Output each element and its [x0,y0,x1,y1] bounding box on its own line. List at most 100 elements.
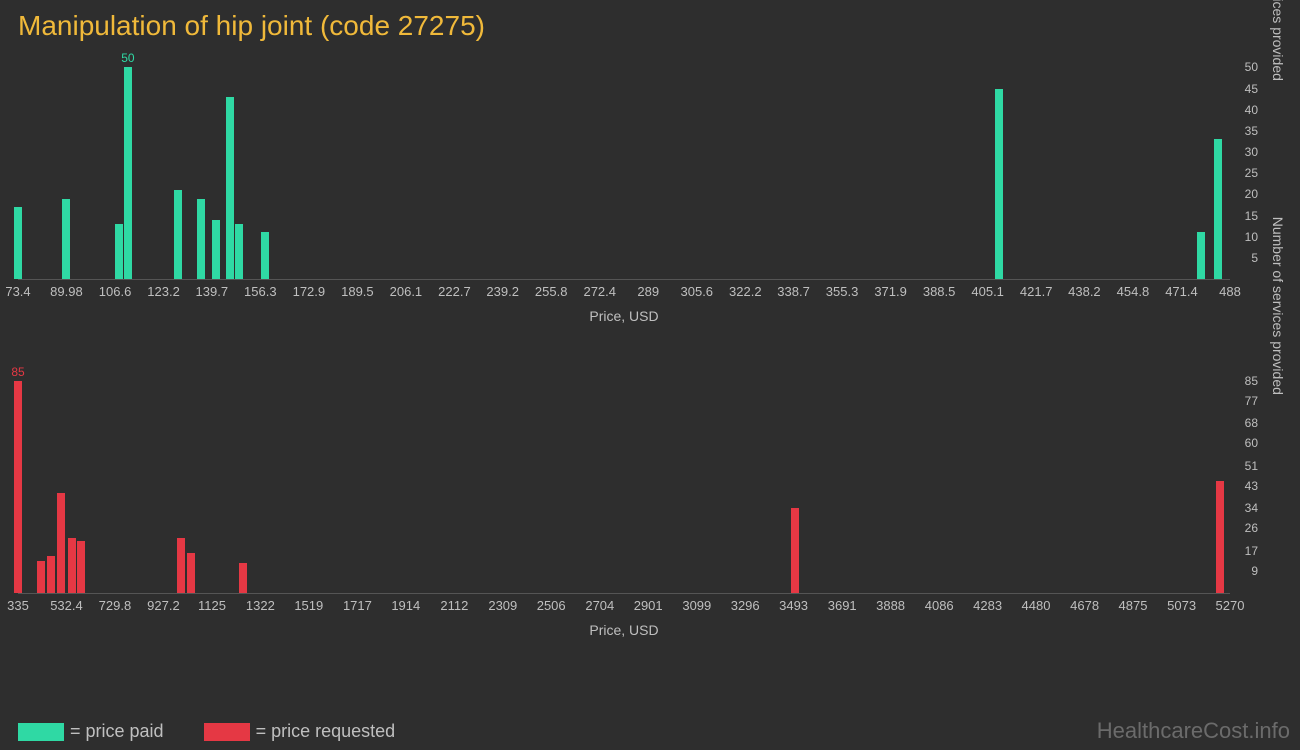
xtick: 239.2 [486,284,519,299]
bar-label: 50 [121,51,134,65]
xtick: 2704 [585,598,614,613]
chart2-ylabel: Number of services provided [1270,217,1286,395]
xtick: 3493 [779,598,808,613]
xtick: 729.8 [99,598,132,613]
legend-requested: = price requested [204,721,396,742]
bar [37,561,45,594]
ytick: 10 [1245,230,1258,244]
ytick: 30 [1245,145,1258,159]
requested-swatch [204,723,250,741]
xtick: 388.5 [923,284,956,299]
price-paid-chart: 505101520253035404550 Price, USD Number … [18,60,1230,340]
xtick: 1914 [391,598,420,613]
ytick: 60 [1245,436,1258,450]
chart2-plot: 859172634435160687785 [18,374,1230,594]
bar [14,381,22,594]
bar [791,508,799,593]
bar-label: 85 [11,365,24,379]
chart1-xlabel: Price, USD [589,308,658,324]
ytick: 34 [1245,501,1258,515]
xtick: 139.7 [196,284,229,299]
ytick: 17 [1245,544,1258,558]
xtick: 172.9 [293,284,326,299]
xtick: 156.3 [244,284,277,299]
price-requested-chart: 859172634435160687785 Price, USD Number … [18,374,1230,654]
bar [197,199,205,279]
xtick: 289 [637,284,659,299]
bar [68,538,76,593]
xtick: 272.4 [583,284,616,299]
xtick: 488 [1219,284,1241,299]
bar [226,97,234,279]
xtick: 2506 [537,598,566,613]
chart1-plot: 505101520253035404550 [18,60,1230,280]
bar [1197,232,1205,279]
xtick: 4875 [1119,598,1148,613]
ytick: 45 [1245,82,1258,96]
legend-paid-label: = price paid [70,721,164,742]
xtick: 438.2 [1068,284,1101,299]
xtick: 73.4 [5,284,30,299]
bar [124,67,132,279]
chart2-xlabel: Price, USD [589,622,658,638]
chart1-ylabel: Number of services provided [1270,0,1286,81]
xtick: 3691 [828,598,857,613]
ytick: 50 [1245,60,1258,74]
xtick: 255.8 [535,284,568,299]
xtick: 1519 [294,598,323,613]
ytick: 26 [1245,521,1258,535]
xtick: 1322 [246,598,275,613]
bar [261,232,269,279]
xtick: 322.2 [729,284,762,299]
xtick: 3099 [682,598,711,613]
xtick: 421.7 [1020,284,1053,299]
xtick: 355.3 [826,284,859,299]
xtick: 532.4 [50,598,83,613]
bar [187,553,195,593]
bar [1216,481,1224,594]
bar [177,538,185,593]
legend: = price paid = price requested [18,721,395,742]
bar [14,207,22,279]
legend-paid: = price paid [18,721,164,742]
bar [995,89,1003,279]
xtick: 471.4 [1165,284,1198,299]
bar [47,556,55,594]
xtick: 371.9 [874,284,907,299]
xtick: 222.7 [438,284,471,299]
legend-requested-label: = price requested [256,721,396,742]
xtick: 927.2 [147,598,180,613]
xtick: 4480 [1022,598,1051,613]
bar [62,199,70,279]
bar [115,224,123,279]
xtick: 189.5 [341,284,374,299]
ytick: 35 [1245,124,1258,138]
ytick: 68 [1245,416,1258,430]
xtick: 5073 [1167,598,1196,613]
watermark: HealthcareCost.info [1097,718,1290,744]
xtick: 338.7 [777,284,810,299]
xtick: 2309 [488,598,517,613]
ytick: 51 [1245,459,1258,473]
xtick: 4283 [973,598,1002,613]
xtick: 2901 [634,598,663,613]
bar [174,190,182,279]
xtick: 4678 [1070,598,1099,613]
xtick: 206.1 [390,284,423,299]
bar [77,541,85,594]
xtick: 89.98 [50,284,83,299]
ytick: 20 [1245,187,1258,201]
xtick: 106.6 [99,284,132,299]
ytick: 85 [1245,374,1258,388]
xtick: 5270 [1216,598,1245,613]
bar [239,563,247,593]
xtick: 3888 [876,598,905,613]
xtick: 1717 [343,598,372,613]
xtick: 454.8 [1117,284,1150,299]
ytick: 9 [1251,564,1258,578]
bar [235,224,243,279]
xtick: 3296 [731,598,760,613]
bar [212,220,220,279]
ytick: 43 [1245,479,1258,493]
paid-swatch [18,723,64,741]
